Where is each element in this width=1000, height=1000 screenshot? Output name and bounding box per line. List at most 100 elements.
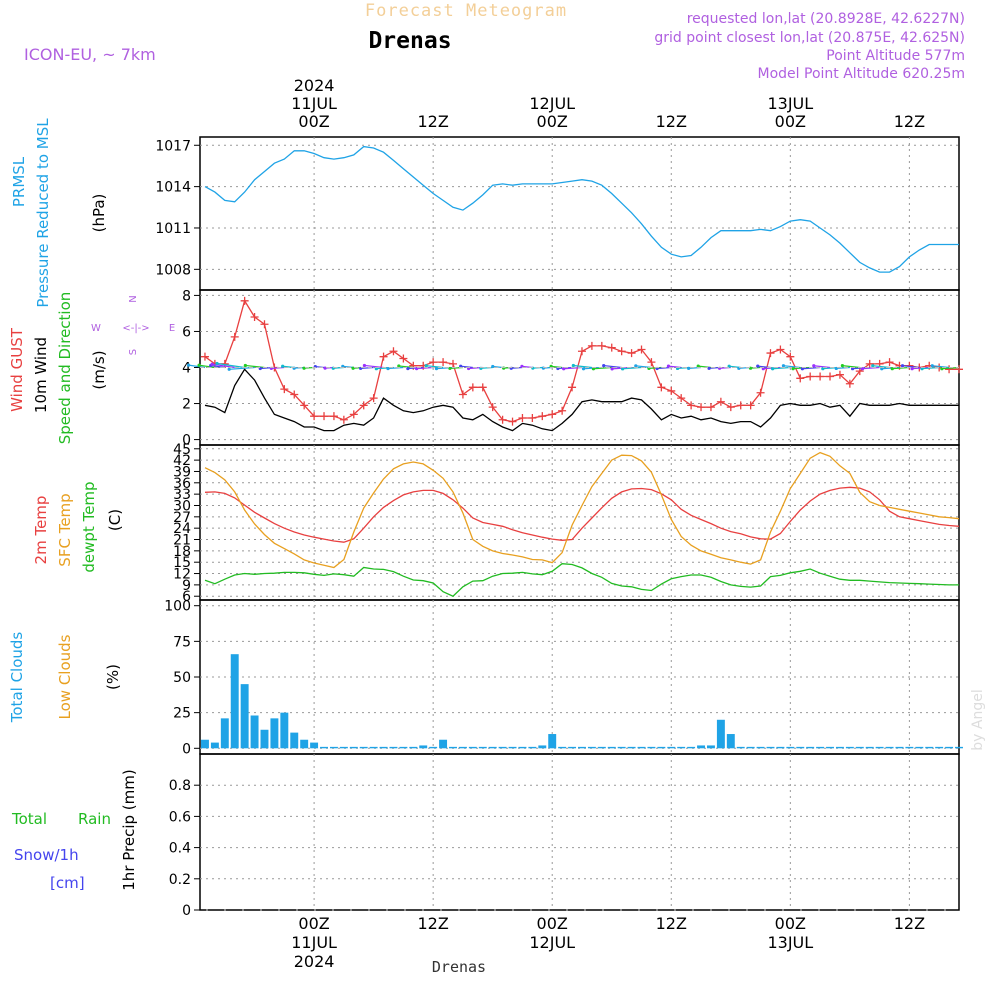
top-label-date: 12JUL	[529, 94, 575, 113]
wind-arrow-head	[781, 364, 786, 368]
bar-clouds	[458, 746, 467, 749]
bar-clouds	[687, 746, 696, 749]
panel-frame	[199, 136, 960, 291]
wind-arrow-head	[362, 363, 367, 368]
gust-marker	[697, 403, 706, 412]
wind-arrow-head	[351, 366, 355, 370]
bar-clouds	[677, 746, 686, 749]
bottom-label-year: 2024	[294, 952, 335, 971]
gust-marker	[637, 345, 646, 354]
label-total: Total	[11, 810, 47, 828]
gust-marker	[607, 343, 616, 352]
wind-arrow	[492, 365, 503, 369]
wind-arrow-head	[610, 367, 614, 371]
y-tick-label: 30	[173, 498, 191, 514]
bar-clouds	[518, 746, 527, 749]
bottom-label-hour: 00Z	[298, 914, 329, 933]
bar-clouds	[329, 746, 338, 749]
y-tick-label: 8	[182, 288, 191, 304]
y-tick-label: 24	[173, 521, 191, 537]
series-line-wind-1	[204, 368, 959, 432]
bar-clouds	[498, 746, 507, 749]
wind-arrow	[772, 366, 791, 370]
label-hpa: (hPa)	[90, 194, 108, 233]
bar-clouds	[528, 746, 537, 749]
bar-clouds	[726, 734, 735, 749]
bar-clouds	[429, 746, 438, 749]
wind-arrow-head	[227, 367, 231, 371]
gust-marker	[657, 383, 666, 392]
bar-clouds	[627, 746, 636, 749]
wind-arrow-head	[900, 364, 905, 368]
series-line-temperature-2	[204, 563, 959, 597]
bar-clouds	[816, 746, 825, 749]
wind-arrow-head	[602, 363, 606, 368]
bar-clouds	[339, 746, 348, 749]
bar-clouds	[320, 746, 328, 749]
y-tick-label: 18	[173, 544, 191, 560]
top-label-hour: 00Z	[537, 112, 568, 131]
y-tick-label: 75	[173, 634, 191, 650]
bar-clouds	[290, 732, 299, 749]
wind-arrow-head	[281, 364, 285, 368]
wind-arrow-head	[243, 363, 247, 368]
bar-clouds	[706, 745, 715, 749]
y-tick-label: 27	[173, 510, 191, 526]
gust-marker	[508, 417, 517, 426]
bar-clouds	[637, 746, 646, 749]
bar-clouds	[389, 746, 398, 749]
top-label-hour: 12Z	[417, 112, 448, 131]
label-snow: Snow/1h	[14, 846, 79, 864]
y-tick-label: 1017	[155, 138, 191, 154]
gust-marker	[617, 347, 626, 356]
top-label-hour: 00Z	[775, 112, 806, 131]
label-total-clouds: Total Clouds	[8, 632, 26, 724]
bar-clouds	[488, 746, 497, 749]
gust-marker	[329, 412, 338, 421]
gust-marker	[786, 352, 795, 361]
gust-marker	[845, 379, 854, 388]
series-line-pressure-0	[204, 145, 959, 273]
wind-arrow-head	[687, 366, 691, 370]
bar-clouds	[300, 739, 309, 749]
bar-clouds	[855, 746, 864, 749]
y-tick-label: 45	[173, 442, 191, 458]
panel-clouds: 0 25 50 75 100	[164, 599, 963, 757]
bar-clouds	[835, 746, 844, 749]
wind-arrow-head	[696, 364, 700, 368]
gust-marker	[568, 383, 577, 392]
bar-clouds	[587, 746, 596, 749]
wind-arrow-head	[187, 363, 191, 367]
y-tick-label: 0.4	[169, 841, 191, 857]
bar-clouds	[538, 745, 547, 749]
label-prmsl: PRMSL	[10, 156, 28, 207]
label-10m-wind: 10m Wind	[32, 337, 50, 413]
bar-clouds	[806, 746, 815, 749]
wind-arrow-head	[434, 367, 439, 371]
bar-clouds	[439, 739, 448, 749]
bar-clouds	[478, 746, 487, 749]
bar-clouds	[667, 746, 676, 749]
bar-clouds	[468, 746, 477, 749]
wind-arrow-head	[771, 367, 775, 371]
bar-clouds	[845, 746, 854, 749]
point-altitude: Point Altitude 577m	[826, 48, 965, 64]
gust-marker	[677, 394, 686, 403]
compass-arrow: <-|->	[122, 323, 149, 334]
wind-arrow-head	[930, 364, 934, 368]
grid-point-coords: grid point closest lon,lat (20.875E, 42.…	[654, 30, 965, 46]
label-dewpt-temp: dewpt Temp	[80, 481, 98, 572]
bar-clouds	[558, 746, 567, 749]
bar-clouds	[548, 734, 557, 749]
y-tick-label: 15	[173, 555, 191, 571]
bottom-label-hour: 12Z	[656, 914, 687, 933]
series-line-temperature-1	[204, 451, 960, 569]
gust-marker	[359, 401, 368, 410]
wind-arrow-head	[406, 366, 410, 371]
y-tick-label: 50	[173, 670, 191, 686]
bar-clouds	[349, 746, 358, 749]
y-tick-label: 36	[173, 476, 191, 492]
wind-arrow-head	[812, 364, 816, 368]
gust-marker	[300, 401, 309, 410]
bar-clouds	[905, 746, 914, 749]
